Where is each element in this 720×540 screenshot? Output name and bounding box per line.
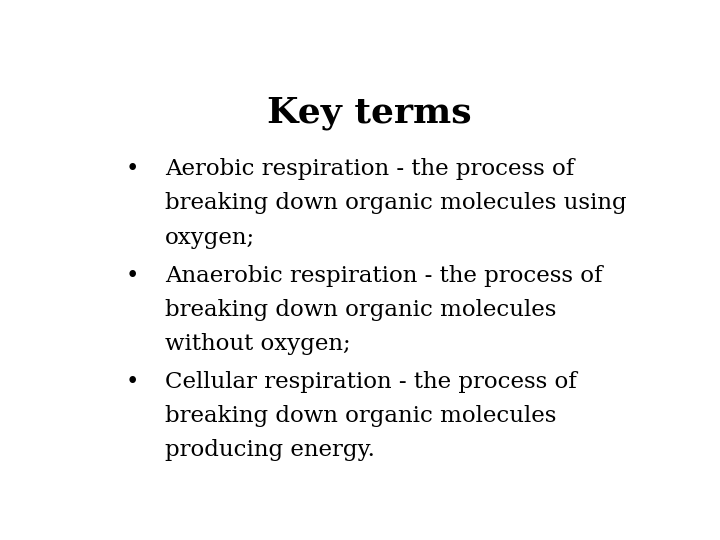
Text: without oxygen;: without oxygen;	[166, 333, 351, 355]
Text: producing energy.: producing energy.	[166, 440, 375, 462]
Text: breaking down organic molecules: breaking down organic molecules	[166, 299, 557, 321]
Text: •: •	[125, 265, 138, 287]
Text: Cellular respiration - the process of: Cellular respiration - the process of	[166, 371, 577, 393]
Text: breaking down organic molecules: breaking down organic molecules	[166, 406, 557, 427]
Text: Aerobic respiration - the process of: Aerobic respiration - the process of	[166, 158, 575, 180]
Text: breaking down organic molecules using: breaking down organic molecules using	[166, 192, 627, 214]
Text: oxygen;: oxygen;	[166, 227, 256, 248]
Text: Anaerobic respiration - the process of: Anaerobic respiration - the process of	[166, 265, 603, 287]
Text: •: •	[125, 371, 138, 393]
Text: •: •	[125, 158, 138, 180]
Text: Key terms: Key terms	[266, 96, 472, 130]
